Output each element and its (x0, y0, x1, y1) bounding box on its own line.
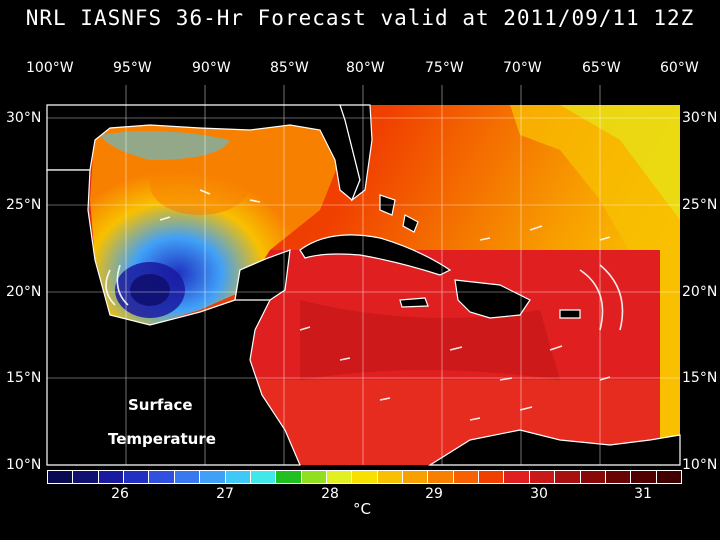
lat-label: 25°N (682, 197, 718, 213)
lon-label: 80°W (346, 60, 385, 76)
lat-label: 20°N (682, 284, 718, 300)
colorbar-tick: 28 (321, 486, 339, 502)
colorbar-tick: 29 (425, 486, 443, 502)
colorbar-swatch (225, 471, 251, 483)
current-vectors (105, 189, 624, 421)
lat-label: 15°N (682, 370, 718, 386)
colorbar-swatch (504, 471, 530, 483)
colorbar-swatch (98, 471, 125, 483)
lat-label: 10°N (682, 457, 718, 473)
colorbar-tick: 30 (530, 486, 548, 502)
colorbar-tick: 26 (111, 486, 129, 502)
land-masses (46, 104, 681, 466)
colorbar-unit: °C (353, 500, 371, 518)
colorbar-swatch (428, 471, 454, 483)
colorbar-swatch (124, 471, 150, 483)
colorbar (47, 470, 682, 484)
overlay-line2: Temperature (108, 430, 216, 448)
grid-lines (47, 85, 680, 465)
lat-label: 10°N (6, 457, 42, 473)
lon-label: 75°W (425, 60, 464, 76)
colorbar-swatch (453, 471, 480, 483)
colorbar-swatch (656, 471, 681, 483)
colorbar-swatch (149, 471, 175, 483)
colorbar-swatch (301, 471, 327, 483)
colorbar-swatch (631, 471, 657, 483)
lat-label: 20°N (6, 284, 42, 300)
map-title: NRL IASNFS 36-Hr Forecast valid at 2011/… (25, 6, 695, 30)
lon-label: 95°W (113, 60, 152, 76)
lon-label: 60°W (660, 60, 699, 76)
colorbar-swatch (555, 471, 581, 483)
colorbar-swatch (479, 471, 505, 483)
lon-label: 100°W (26, 60, 74, 76)
colorbar-swatch (276, 471, 302, 483)
lat-label: 15°N (6, 370, 42, 386)
colorbar-swatch (326, 471, 353, 483)
lon-label: 65°W (582, 60, 621, 76)
overlay-line1: Surface (128, 396, 193, 414)
colorbar-swatch (200, 471, 226, 483)
colorbar-swatch (352, 471, 378, 483)
colorbar-swatch (174, 471, 201, 483)
colorbar-tick: 31 (634, 486, 652, 502)
colorbar-swatch (580, 471, 606, 483)
lat-label: 25°N (6, 197, 42, 213)
colorbar-swatch (403, 471, 429, 483)
lon-label: 85°W (270, 60, 309, 76)
lon-label: 70°W (503, 60, 542, 76)
lon-label: 90°W (192, 60, 231, 76)
colorbar-swatch (529, 471, 556, 483)
colorbar-tick: 27 (216, 486, 234, 502)
colorbar-swatch (377, 471, 404, 483)
colorbar-swatch (48, 471, 74, 483)
colorbar-swatch (73, 471, 99, 483)
colorbar-swatch (605, 471, 632, 483)
lat-label: 30°N (682, 110, 718, 126)
lat-label: 30°N (6, 110, 42, 126)
colorbar-swatch (250, 471, 277, 483)
